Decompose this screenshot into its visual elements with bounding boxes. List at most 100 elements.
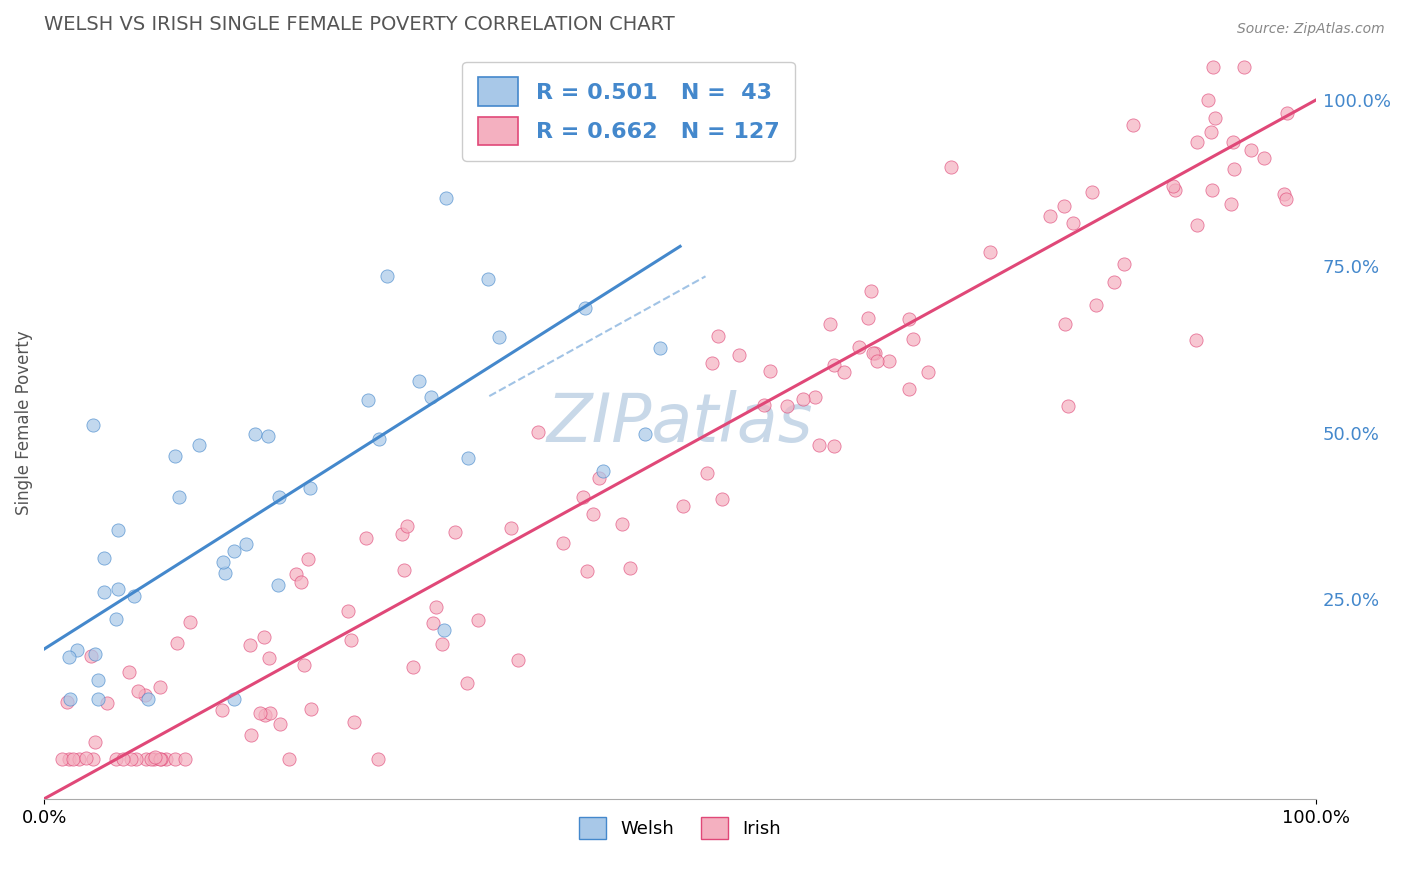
Point [87, 673, 110, 688]
Point [93, 585, 115, 599]
Point [700, 356, 723, 370]
Point [163, 449, 186, 463]
Point [1233, 60, 1256, 74]
Point [125, 752, 148, 766]
Point [848, 339, 870, 353]
Point [391, 527, 413, 541]
Point [297, 551, 319, 566]
Point [66, 643, 89, 657]
Point [572, 490, 595, 504]
Point [135, 752, 157, 766]
Point [592, 464, 614, 478]
Point [375, 269, 398, 284]
Point [222, 544, 245, 558]
Text: WELSH VS IRISH SINGLE FEMALE POVERTY CORRELATION CHART: WELSH VS IRISH SINGLE FEMALE POVERTY COR… [44, 15, 675, 34]
Point [214, 566, 236, 581]
Point [804, 391, 827, 405]
Point [979, 245, 1001, 260]
Point [488, 330, 510, 344]
Point [807, 438, 830, 452]
Point [62, 752, 84, 766]
Point [856, 311, 879, 326]
Point [443, 524, 465, 539]
Point [58, 752, 80, 766]
Point [433, 624, 456, 638]
Point [187, 438, 209, 452]
Point [84, 735, 107, 749]
Point [897, 311, 920, 326]
Point [267, 490, 290, 504]
Point [367, 752, 389, 766]
Point [354, 531, 377, 545]
Point [340, 633, 363, 648]
Point [141, 752, 163, 766]
Point [165, 752, 187, 766]
Point [1274, 192, 1296, 206]
Point [343, 715, 366, 730]
Point [239, 638, 262, 652]
Point [897, 382, 920, 396]
Point [104, 752, 127, 766]
Point [1240, 144, 1263, 158]
Point [257, 428, 280, 442]
Point [269, 717, 291, 731]
Point [93, 550, 115, 565]
Point [710, 491, 733, 506]
Point [253, 708, 276, 723]
Legend: Welsh, Irish: Welsh, Irish [572, 810, 789, 847]
Point [1161, 179, 1184, 194]
Point [823, 358, 845, 372]
Point [832, 365, 855, 379]
Point [917, 365, 939, 379]
Point [59, 692, 82, 706]
Point [87, 692, 110, 706]
Point [1039, 209, 1062, 223]
Point [107, 523, 129, 537]
Point [120, 752, 142, 766]
Point [1187, 135, 1209, 149]
Point [862, 346, 884, 360]
Point [903, 332, 925, 346]
Point [506, 653, 529, 667]
Text: ZIPatlas: ZIPatlas [547, 390, 813, 456]
Point [727, 347, 749, 361]
Point [117, 665, 139, 679]
Point [107, 582, 129, 596]
Point [112, 752, 135, 766]
Point [392, 563, 415, 577]
Point [1053, 199, 1076, 213]
Point [527, 425, 550, 439]
Point [136, 692, 159, 706]
Point [67, 752, 90, 766]
Point [582, 507, 605, 521]
Point [1222, 135, 1244, 149]
Point [434, 191, 457, 205]
Point [1220, 197, 1243, 211]
Point [82, 418, 104, 433]
Point [1201, 125, 1223, 139]
Point [776, 399, 799, 413]
Point [79, 649, 101, 664]
Point [477, 272, 499, 286]
Point [672, 499, 695, 513]
Point [143, 750, 166, 764]
Point [575, 564, 598, 578]
Point [174, 752, 197, 766]
Point [457, 451, 479, 466]
Point [299, 702, 322, 716]
Point [249, 706, 271, 720]
Text: Source: ZipAtlas.com: Source: ZipAtlas.com [1237, 22, 1385, 37]
Point [124, 589, 146, 603]
Point [179, 615, 201, 629]
Point [150, 752, 173, 766]
Point [51, 752, 73, 766]
Point [104, 612, 127, 626]
Point [696, 467, 718, 481]
Point [155, 752, 177, 766]
Point [1164, 183, 1187, 197]
Point [588, 471, 610, 485]
Point [1187, 218, 1209, 232]
Point [149, 752, 172, 766]
Point [401, 660, 423, 674]
Point [134, 688, 156, 702]
